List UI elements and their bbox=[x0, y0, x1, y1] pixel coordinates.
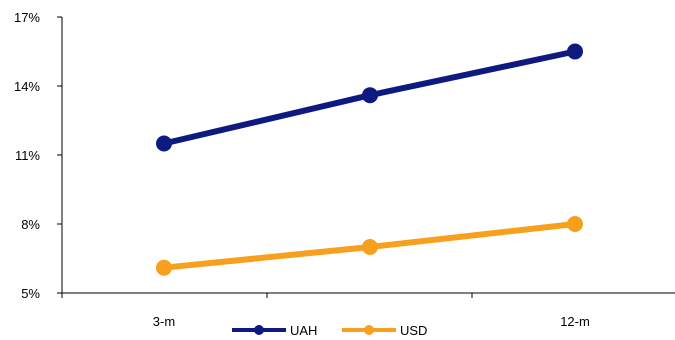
data-point bbox=[362, 87, 378, 104]
y-tick-label: 5% bbox=[21, 286, 40, 301]
y-tick-label: 14% bbox=[14, 79, 40, 94]
y-axis-ticks: 5% 8% 11% 14% 17% bbox=[14, 10, 62, 301]
data-point bbox=[156, 259, 172, 276]
legend-swatch-marker bbox=[254, 325, 264, 335]
data-point bbox=[567, 216, 583, 232]
y-tick-label: 17% bbox=[14, 10, 40, 25]
data-point bbox=[567, 43, 583, 60]
legend-label: USD bbox=[400, 323, 427, 338]
legend-item-usd: USD bbox=[342, 323, 427, 338]
y-tick-label: 8% bbox=[21, 217, 40, 232]
series-usd bbox=[156, 216, 583, 276]
data-point bbox=[156, 135, 172, 152]
legend: UAH USD bbox=[232, 323, 427, 338]
x-tick-label: 12-m bbox=[560, 314, 590, 329]
data-point bbox=[362, 239, 378, 255]
legend-swatch-marker bbox=[364, 325, 374, 335]
legend-item-uah: UAH bbox=[232, 323, 317, 338]
y-tick-label: 11% bbox=[15, 148, 40, 163]
legend-label: UAH bbox=[290, 323, 317, 338]
x-tick-label: 3-m bbox=[153, 314, 175, 329]
series-uah bbox=[156, 43, 583, 152]
x-axis-ticks: 3-m 12-m bbox=[61, 293, 590, 329]
series-layer bbox=[156, 43, 583, 276]
